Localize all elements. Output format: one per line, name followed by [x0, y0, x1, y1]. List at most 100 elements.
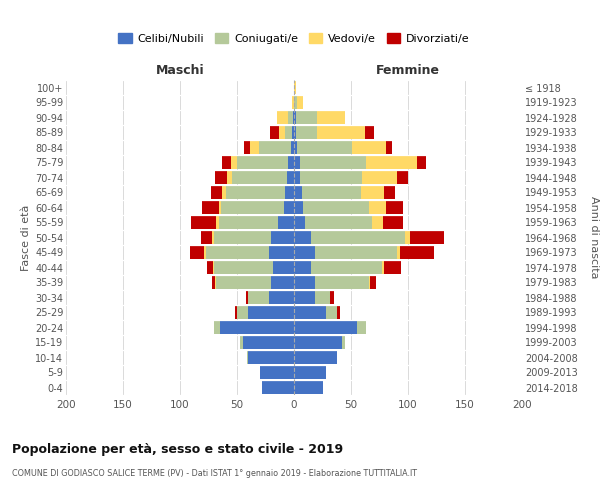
Bar — [213, 262, 214, 274]
Bar — [366, 156, 417, 168]
Bar — [221, 202, 284, 213]
Bar — [386, 202, 403, 213]
Bar — [365, 126, 374, 138]
Text: Femmine: Femmine — [376, 64, 440, 77]
Bar — [298, 96, 303, 108]
Bar — [383, 216, 403, 228]
Bar — [274, 262, 294, 274]
Bar — [222, 186, 226, 198]
Bar — [331, 292, 334, 304]
Y-axis label: Anni di nascita: Anni di nascita — [589, 196, 599, 279]
Bar — [271, 232, 294, 243]
Bar — [202, 202, 219, 213]
Bar — [206, 246, 269, 258]
Bar — [212, 276, 215, 288]
Bar — [287, 172, 294, 183]
Bar — [294, 382, 323, 394]
Bar — [212, 232, 214, 243]
Bar — [294, 202, 303, 213]
Bar — [296, 126, 317, 138]
Bar — [371, 216, 383, 228]
Bar — [292, 126, 294, 138]
Bar — [294, 126, 296, 138]
Bar — [337, 306, 340, 318]
Bar — [362, 172, 397, 183]
Bar — [277, 112, 289, 124]
Bar — [217, 276, 271, 288]
Bar — [294, 262, 311, 274]
Bar — [235, 306, 237, 318]
Bar — [292, 96, 294, 108]
Bar — [294, 246, 314, 258]
Bar — [370, 276, 376, 288]
Bar — [352, 142, 386, 154]
Bar — [294, 112, 296, 124]
Bar — [384, 186, 395, 198]
Bar — [232, 156, 237, 168]
Bar — [222, 156, 232, 168]
Bar — [294, 322, 356, 334]
Bar — [294, 336, 342, 348]
Bar — [293, 112, 294, 124]
Text: Maschi: Maschi — [155, 64, 205, 77]
Bar — [386, 142, 392, 154]
Bar — [294, 82, 296, 94]
Bar — [314, 246, 397, 258]
Bar — [384, 262, 401, 274]
Bar — [342, 336, 346, 348]
Bar — [226, 186, 285, 198]
Bar — [382, 262, 384, 274]
Bar — [219, 202, 221, 213]
Bar — [200, 232, 212, 243]
Bar — [289, 112, 293, 124]
Bar — [290, 142, 294, 154]
Y-axis label: Fasce di età: Fasce di età — [20, 204, 31, 270]
Bar — [294, 276, 314, 288]
Bar — [397, 246, 400, 258]
Bar — [294, 292, 314, 304]
Bar — [314, 292, 331, 304]
Bar — [326, 306, 337, 318]
Bar — [279, 126, 285, 138]
Bar — [217, 216, 219, 228]
Bar — [250, 142, 259, 154]
Bar — [219, 216, 278, 228]
Bar — [285, 186, 294, 198]
Bar — [220, 322, 294, 334]
Bar — [311, 262, 382, 274]
Bar — [294, 96, 298, 108]
Bar — [204, 246, 206, 258]
Bar — [242, 336, 294, 348]
Bar — [271, 276, 294, 288]
Bar — [215, 172, 227, 183]
Bar — [260, 366, 294, 378]
Bar — [369, 202, 386, 213]
Bar — [227, 172, 232, 183]
Bar — [317, 126, 365, 138]
Bar — [317, 112, 346, 124]
Bar — [246, 292, 248, 304]
Bar — [214, 322, 220, 334]
Bar — [404, 232, 410, 243]
Bar — [294, 172, 300, 183]
Bar — [294, 232, 311, 243]
Bar — [356, 322, 366, 334]
Bar — [289, 156, 294, 168]
Bar — [241, 336, 242, 348]
Bar — [215, 276, 217, 288]
Bar — [294, 186, 302, 198]
Bar — [190, 246, 204, 258]
Bar — [294, 352, 337, 364]
Bar — [262, 382, 294, 394]
Bar — [314, 276, 369, 288]
Bar — [248, 352, 294, 364]
Bar — [417, 156, 426, 168]
Bar — [284, 202, 294, 213]
Text: COMUNE DI GODIASCO SALICE TERME (PV) - Dati ISTAT 1° gennaio 2019 - Elaborazione: COMUNE DI GODIASCO SALICE TERME (PV) - D… — [12, 469, 417, 478]
Text: Popolazione per età, sesso e stato civile - 2019: Popolazione per età, sesso e stato civil… — [12, 442, 343, 456]
Bar — [400, 246, 434, 258]
Bar — [294, 366, 326, 378]
Bar — [191, 216, 217, 228]
Bar — [270, 126, 279, 138]
Bar — [248, 292, 269, 304]
